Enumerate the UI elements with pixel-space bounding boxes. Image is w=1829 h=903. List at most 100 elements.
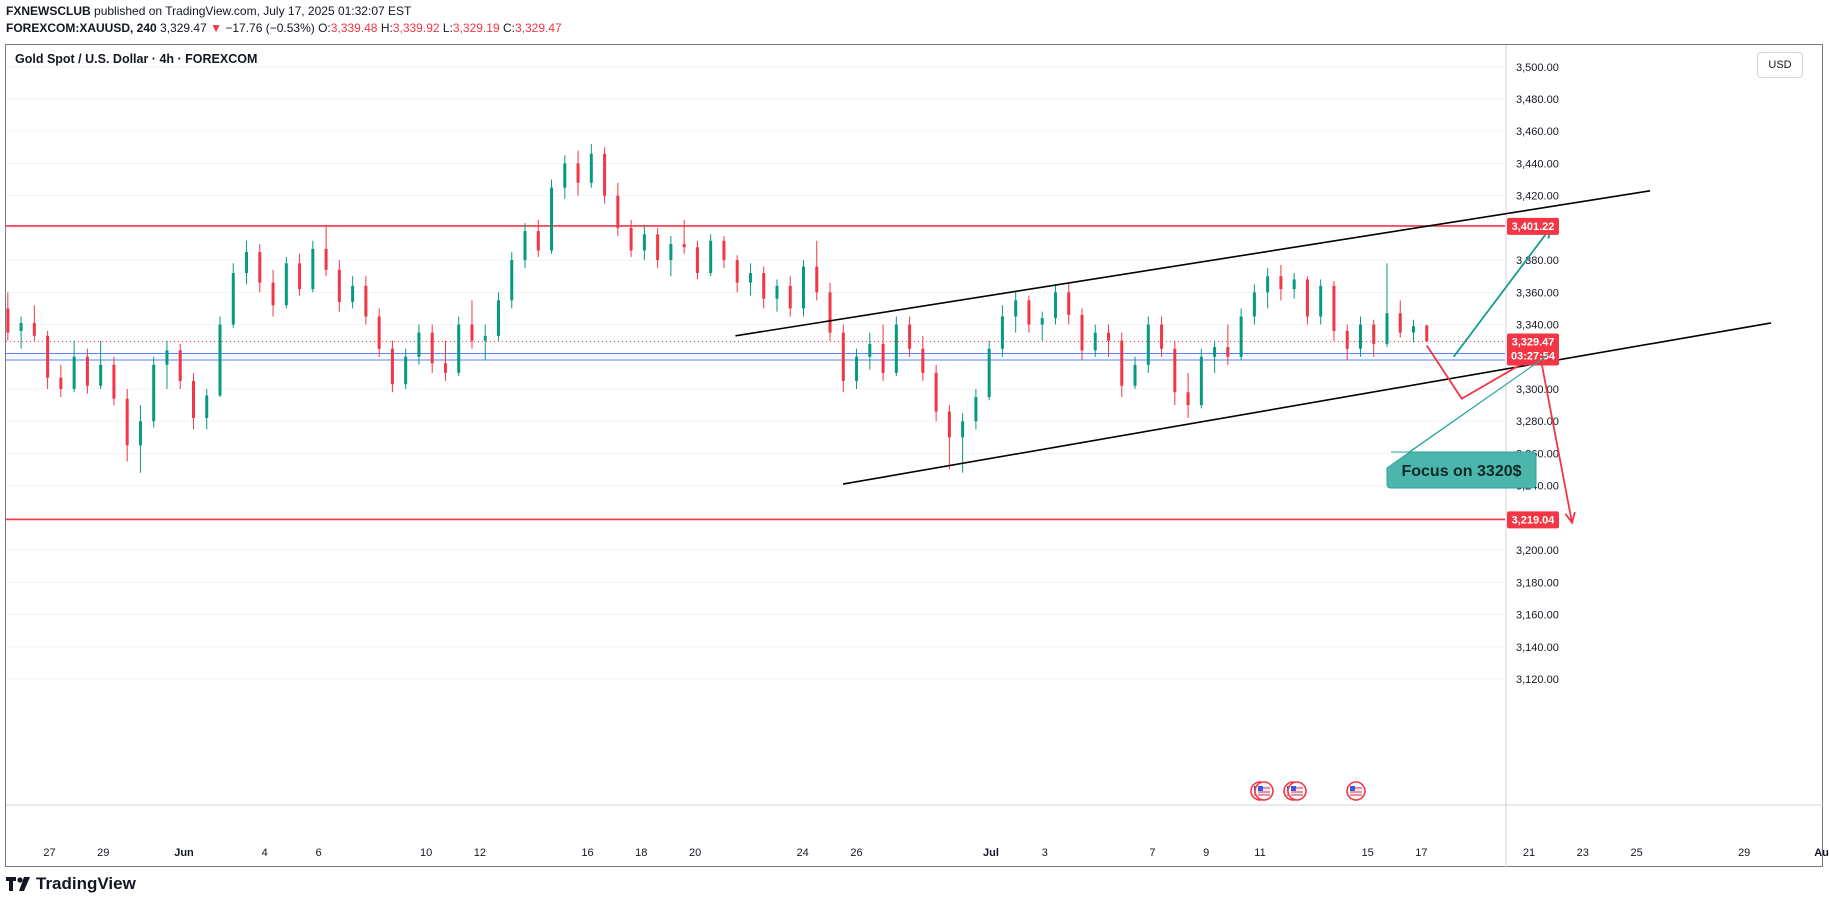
candle-body <box>775 285 779 299</box>
candle-body <box>430 332 434 364</box>
candle-body <box>921 348 925 373</box>
candle-body <box>351 285 355 302</box>
y-tick-label: 3,500.00 <box>1516 62 1559 74</box>
candle-body <box>1146 324 1150 365</box>
candle-body <box>99 364 103 386</box>
x-tick-label: Jun <box>174 847 194 859</box>
candle-body <box>258 252 262 283</box>
channel-upper-line[interactable] <box>735 190 1651 337</box>
support-zone <box>6 353 1505 361</box>
candle-body <box>1014 300 1018 317</box>
channel-lower-line[interactable] <box>842 322 1772 485</box>
x-tick-label: 9 <box>1203 847 1209 859</box>
candle-body <box>1093 332 1097 351</box>
x-tick-label: Jul <box>983 847 999 859</box>
candle-body <box>271 282 275 306</box>
candle-body <box>483 335 487 341</box>
candle-body <box>112 364 116 399</box>
candle-body <box>576 163 580 183</box>
candle-body <box>1213 347 1217 357</box>
candle-body <box>1160 324 1164 349</box>
low-label: L: <box>442 21 453 35</box>
candle-body <box>218 324 222 396</box>
candle-body <box>390 348 394 385</box>
focus-annotation[interactable]: Focus on 3320$ <box>1386 354 1549 489</box>
support-price-badge-text: 3,219.04 <box>1512 514 1556 526</box>
y-tick-label: 3,340.00 <box>1516 320 1559 332</box>
y-tick-label: 3,480.00 <box>1516 94 1559 106</box>
annotation-callout-shape <box>1386 354 1549 489</box>
x-tick-label: 29 <box>97 847 109 859</box>
economic-events[interactable] <box>1250 781 1366 801</box>
published-text: published on TradingView.com, July 17, 2… <box>94 4 412 18</box>
last-price-badge: 3,329.47 03:27:54 <box>1507 333 1559 366</box>
x-tick-label: 23 <box>1577 847 1589 859</box>
support-price-badge: 3,219.04 <box>1507 511 1559 529</box>
x-tick-label: 21 <box>1523 847 1535 859</box>
price-change: −17.76 (−0.53%) <box>225 21 315 35</box>
candle-body <box>496 300 500 336</box>
x-tick-label: 10 <box>420 847 432 859</box>
candle-body <box>908 324 912 349</box>
x-tick-label: 26 <box>850 847 862 859</box>
candle-body <box>470 324 474 341</box>
candle-body <box>1226 347 1230 357</box>
bearish-scenario-arrow[interactable] <box>1426 345 1573 523</box>
candle-body <box>748 273 752 283</box>
y-tick-label: 3,140.00 <box>1516 642 1559 654</box>
candle-body <box>536 231 540 251</box>
ohlc-line: FOREXCOM:XAUUSD, 240 3,329.47 ▼ −17.76 (… <box>6 21 562 35</box>
time-axis[interactable]: 23 27 29 Jun 4 6 10 12 16 18 20 24 26 Jul 3 7 9 11 15 17 21 2… <box>0 804 1829 859</box>
candle-body <box>298 263 302 290</box>
x-tick-label: 18 <box>635 847 647 859</box>
publish-line: FXNEWSCLUB published on TradingView.com,… <box>6 4 411 18</box>
candle-body <box>1120 340 1124 386</box>
candle-body <box>1319 285 1323 317</box>
candle-body <box>563 163 567 188</box>
candle-body <box>1040 318 1044 325</box>
candle-body <box>616 195 620 228</box>
currency-button[interactable]: USD <box>1757 52 1803 78</box>
candle-body <box>364 285 368 317</box>
candle-body <box>1067 292 1071 315</box>
candle-body <box>629 227 633 251</box>
close-label: C: <box>502 21 515 35</box>
candle-body <box>417 332 421 357</box>
trend-drawings <box>735 190 1772 525</box>
y-tick-label: 3,160.00 <box>1516 610 1559 622</box>
last-price: 3,329.47 <box>160 21 207 35</box>
candle-body <box>709 240 713 273</box>
us-flag-event-icon[interactable] <box>1346 781 1366 801</box>
resistance-price-badge: 3,401.22 <box>1507 217 1559 235</box>
candle-body <box>735 260 739 283</box>
x-tick-label: 3 <box>1042 847 1048 859</box>
last-price-badge-text: 3,329.47 <box>1512 337 1555 349</box>
high-label: H: <box>380 21 393 35</box>
x-tick-label: 7 <box>1149 847 1155 859</box>
candle-body <box>1292 279 1296 290</box>
us-flag-event-icon[interactable] <box>1254 781 1274 801</box>
candle-body <box>510 260 514 301</box>
candle-body <box>1305 279 1309 317</box>
price-axis[interactable]: 3,500.00 3,480.00 3,460.00 3,440.00 3,420.00… <box>6 45 1559 867</box>
candle-body <box>32 322 36 336</box>
candle-body <box>550 187 554 251</box>
candle-body <box>855 356 859 381</box>
candle-body <box>934 372 938 412</box>
candle-body <box>6 308 10 333</box>
x-tick-label: 15 <box>1361 847 1373 859</box>
bullish-scenario-arrow[interactable] <box>1452 227 1552 358</box>
us-flag-event-icon[interactable] <box>1287 781 1307 801</box>
candle-body <box>284 263 288 306</box>
tradingview-brand[interactable]: TradingView <box>6 874 136 894</box>
candle-body <box>337 269 341 302</box>
candle-body <box>1080 314 1084 351</box>
x-tick-label: 24 <box>797 847 809 859</box>
candle-body <box>1107 332 1111 341</box>
candle-body <box>377 316 381 349</box>
candle-body <box>1332 285 1336 331</box>
publisher-name[interactable]: FXNEWSCLUB <box>6 4 91 18</box>
x-tick-label: 16 <box>581 847 593 859</box>
candle-body <box>1266 276 1270 293</box>
